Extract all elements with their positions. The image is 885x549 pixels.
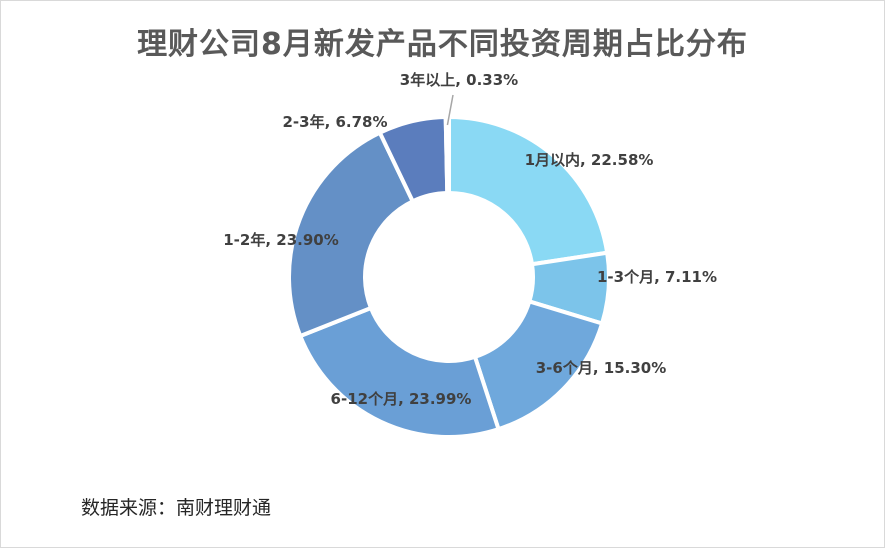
source-note: 数据来源：南财理财通 (81, 497, 272, 519)
donut-slice-6-12-months (298, 305, 501, 439)
data-label-1-3-months: 1-3个月, 7.11% (597, 268, 717, 286)
data-label-1-2-years: 1-2年, 23.90% (223, 231, 339, 249)
data-label-6-12-months: 6-12个月, 23.99% (331, 390, 472, 408)
data-label-2-3-years: 2-3年, 6.78% (282, 113, 387, 131)
donut-slice-within-1-month (447, 115, 610, 267)
data-label-3-6-months: 3-6个月, 15.30% (536, 359, 667, 377)
chart-title: 理财公司8月新发产品不同投资周期占比分布 (137, 27, 748, 62)
donut-slice-over-3-years (443, 114, 451, 196)
donut-slice-1-2-years (287, 130, 415, 339)
data-label-over-3-years: 3年以上, 0.33% (400, 71, 518, 89)
data-label-within-1-month: 1月以内, 22.58% (525, 151, 654, 169)
leader-line-over-3-years (446, 94, 454, 126)
